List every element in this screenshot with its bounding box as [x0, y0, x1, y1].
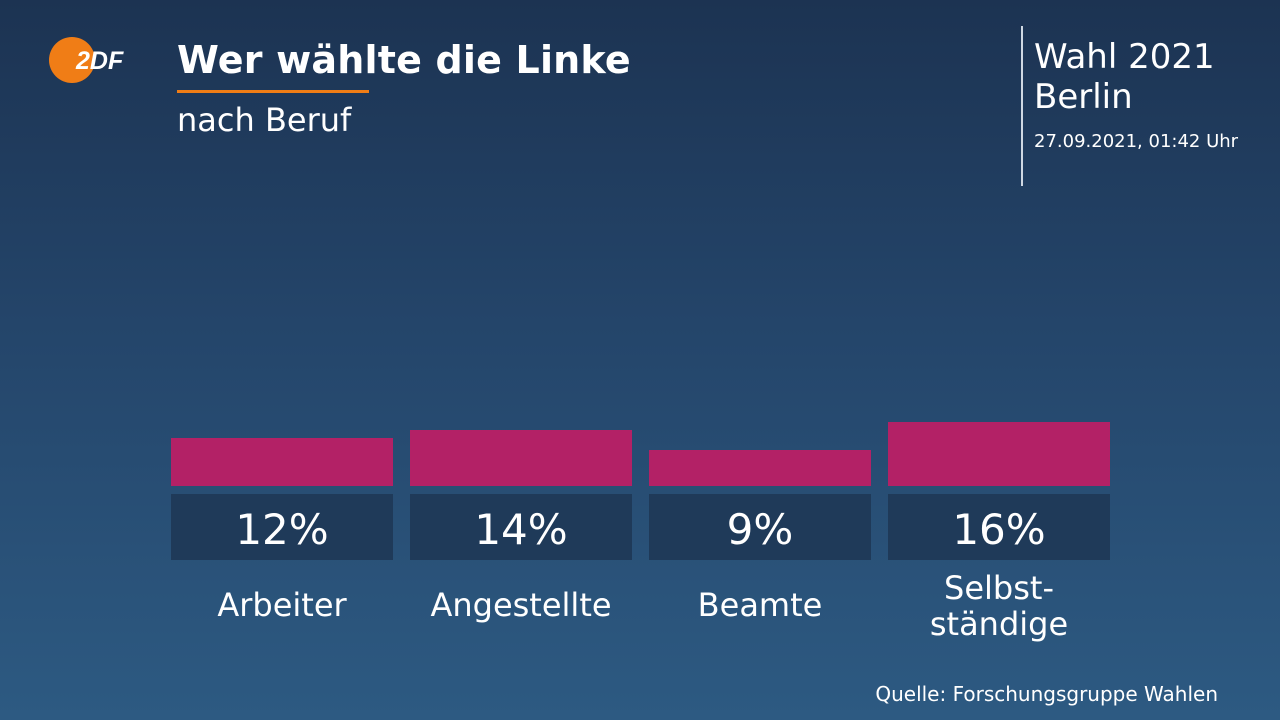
bar-2	[649, 450, 871, 486]
value-label-3: 16%	[952, 505, 1045, 554]
bar-0	[171, 438, 393, 486]
chart-title: Wer wählte die Linke	[177, 38, 631, 82]
category-label-2: Beamte	[697, 586, 823, 624]
election-label: Wahl 2021	[1034, 37, 1215, 77]
zdf-logo-mark: 2DF	[75, 47, 124, 75]
bar-1	[410, 430, 632, 486]
category-label-1: Angestellte	[430, 586, 612, 624]
zdf-logo: 2DF	[48, 36, 136, 84]
value-label-0: 12%	[235, 505, 328, 554]
bar-3	[888, 422, 1110, 486]
category-label-3: Selbst- ständige	[929, 569, 1069, 643]
value-box-0	[171, 494, 393, 560]
title-underline	[177, 90, 369, 93]
value-label-2: 9%	[727, 505, 794, 554]
value-box-3	[888, 494, 1110, 560]
source-note: Quelle: Forschungsgruppe Wahlen	[875, 682, 1218, 706]
category-label-0: Arbeiter	[217, 586, 347, 624]
value-box-2	[649, 494, 871, 560]
value-box-1	[410, 494, 632, 560]
timestamp: 27.09.2021, 01:42 Uhr	[1034, 131, 1239, 152]
region-label: Berlin	[1034, 77, 1133, 117]
side-divider	[1021, 26, 1023, 186]
chart-subtitle: nach Beruf	[177, 101, 352, 139]
value-label-1: 14%	[474, 505, 567, 554]
